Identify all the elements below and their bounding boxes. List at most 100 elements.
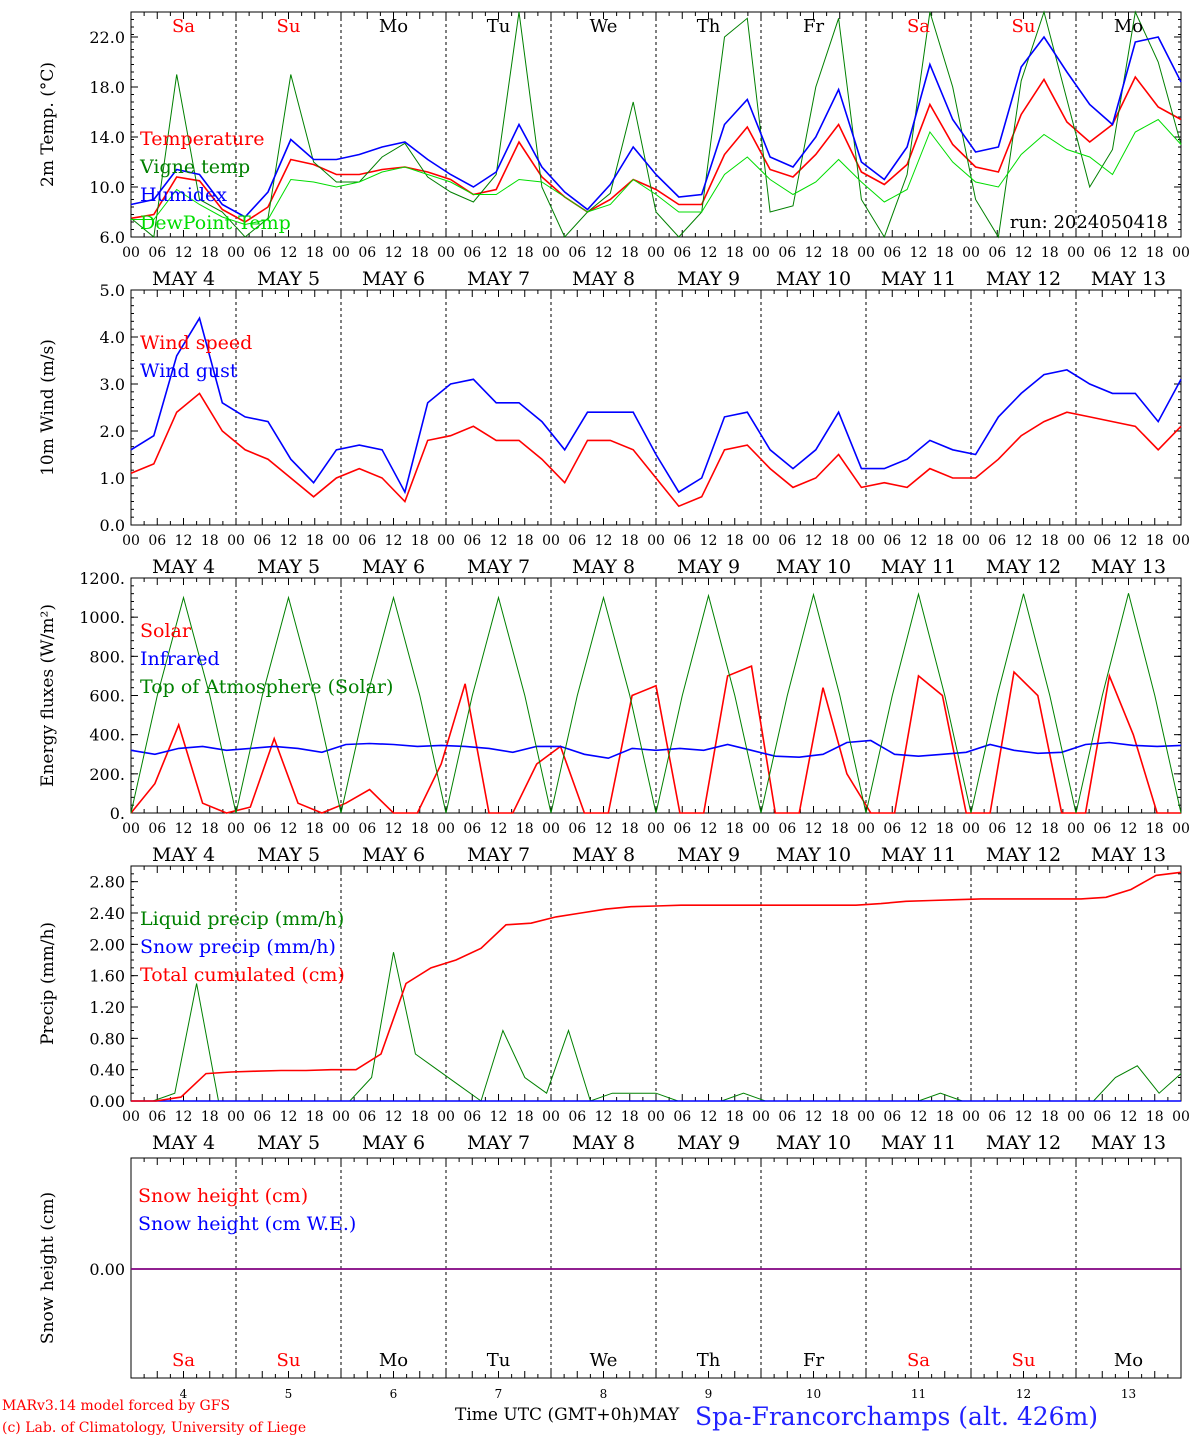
hour-tick-label: 12 [385, 245, 403, 261]
day-number: 13 [1121, 1387, 1136, 1401]
date-label: MAY 10 [776, 268, 851, 290]
weekday-label: Fr [803, 16, 824, 37]
date-label: MAY 4 [152, 268, 215, 290]
hour-tick-label: 00 [752, 821, 770, 837]
hour-tick-label: 06 [148, 1109, 166, 1125]
weekday-label: Mo [1114, 1350, 1143, 1371]
weekday-label: Su [277, 16, 301, 37]
day-number: 9 [705, 1387, 713, 1401]
hour-tick-label: 06 [988, 533, 1006, 549]
legend-entry: Snow precip (mm/h) [140, 936, 336, 958]
hour-tick-label: 06 [253, 533, 271, 549]
y-tick-label: 2.80 [89, 873, 125, 892]
weekday-label: Tu [487, 1350, 511, 1371]
hour-tick-label: 12 [490, 821, 508, 837]
hour-tick-label: 00 [227, 245, 245, 261]
y-tick-label: 0.80 [89, 1029, 125, 1048]
hour-tick-label: 18 [516, 821, 534, 837]
hour-tick-label: 00 [122, 821, 140, 837]
hour-tick-label: 12 [175, 1109, 193, 1125]
hour-tick-label: 00 [332, 821, 350, 837]
lab-credit: (c) Lab. of Climatology, University of L… [2, 1420, 307, 1436]
date-label: MAY 12 [986, 268, 1061, 290]
day-number: 5 [285, 1387, 293, 1401]
date-label: MAY 9 [677, 1132, 740, 1154]
hour-tick-label: 12 [490, 533, 508, 549]
hour-tick-label: 12 [700, 245, 718, 261]
date-label: MAY 12 [986, 556, 1061, 578]
hour-tick-label: 18 [306, 821, 324, 837]
hour-tick-label: 18 [936, 1109, 954, 1125]
hour-tick-label: 06 [673, 1109, 691, 1125]
hour-tick-label: 00 [857, 821, 875, 837]
hour-tick-label: 06 [883, 245, 901, 261]
weekday-label: Th [697, 16, 721, 37]
hour-tick-label: 18 [516, 533, 534, 549]
legend-entry: Liquid precip (mm/h) [140, 908, 344, 930]
date-label: MAY 7 [467, 1132, 530, 1154]
hour-tick-label: 12 [700, 821, 718, 837]
date-label: MAY 6 [362, 1132, 425, 1154]
date-label: MAY 6 [362, 844, 425, 866]
hour-tick-label: 12 [805, 821, 823, 837]
hour-tick-label: 12 [910, 821, 928, 837]
hour-tick-label: 18 [1041, 533, 1059, 549]
hour-tick-label: 00 [752, 533, 770, 549]
y-tick-label: 1200. [79, 569, 125, 588]
station-name: Spa-Francorchamps (alt. 426m) [695, 1402, 1099, 1431]
legend-entry: Wind speed [140, 332, 252, 354]
date-label: MAY 5 [257, 268, 320, 290]
hour-tick-label: 00 [122, 533, 140, 549]
hour-tick-label: 00 [437, 245, 455, 261]
y-tick-label: 14.0 [89, 128, 125, 147]
hour-tick-label: 06 [253, 821, 271, 837]
hour-tick-label: 06 [1093, 821, 1111, 837]
day-number: 8 [600, 1387, 608, 1401]
day-number: 11 [911, 1387, 926, 1401]
date-label: MAY 13 [1091, 1132, 1166, 1154]
hour-tick-label: 00 [962, 533, 980, 549]
weekday-label: Th [697, 1350, 721, 1371]
hour-tick-label: 00 [542, 821, 560, 837]
y-tick-label: 0. [110, 804, 125, 823]
hour-tick-label: 06 [463, 245, 481, 261]
hour-tick-label: 18 [1041, 245, 1059, 261]
hour-tick-label: 06 [778, 245, 796, 261]
legend-entry: Top of Atmosphere (Solar) [140, 676, 393, 698]
date-label: MAY 6 [362, 268, 425, 290]
hour-tick-label: 12 [385, 1109, 403, 1125]
hour-tick-label: 00 [962, 245, 980, 261]
y-tick-label: 18.0 [89, 78, 125, 97]
hour-tick-label: 00 [437, 821, 455, 837]
series-line-1 [130, 739, 1182, 760]
hour-tick-label: 00 [857, 245, 875, 261]
date-label: MAY 8 [572, 844, 635, 866]
series-line-3 [131, 118, 1182, 226]
hour-tick-label: 12 [490, 1109, 508, 1125]
panel-3 [130, 577, 1182, 814]
day-number: 10 [806, 1387, 821, 1401]
hour-tick-label: 18 [726, 533, 744, 549]
weekday-label: Tu [487, 16, 511, 37]
hour-tick-label: 18 [831, 1109, 849, 1125]
date-label: MAY 13 [1091, 268, 1166, 290]
hour-tick-label: 12 [595, 821, 613, 837]
hour-tick-label: 18 [936, 533, 954, 549]
y-tick-label: 0.40 [89, 1061, 125, 1080]
weekday-label: Su [1012, 1350, 1036, 1371]
hour-tick-label: 00 [1172, 533, 1190, 549]
hour-tick-label: 18 [516, 245, 534, 261]
y-axis-label: Precip (mm/h) [38, 922, 58, 1045]
hour-tick-label: 00 [1067, 821, 1085, 837]
date-label: MAY 11 [881, 268, 956, 290]
hour-tick-label: 06 [148, 245, 166, 261]
y-axis-label: 10m Wind (m/s) [38, 339, 58, 476]
date-label: MAY 4 [152, 1132, 215, 1154]
run-label: run: 2024050418 [1010, 212, 1168, 233]
date-label: MAY 13 [1091, 844, 1166, 866]
date-label: MAY 7 [467, 844, 530, 866]
hour-tick-label: 00 [332, 245, 350, 261]
hour-tick-label: 06 [463, 1109, 481, 1125]
hour-tick-label: 12 [1120, 245, 1138, 261]
weekday-label: Mo [379, 1350, 408, 1371]
